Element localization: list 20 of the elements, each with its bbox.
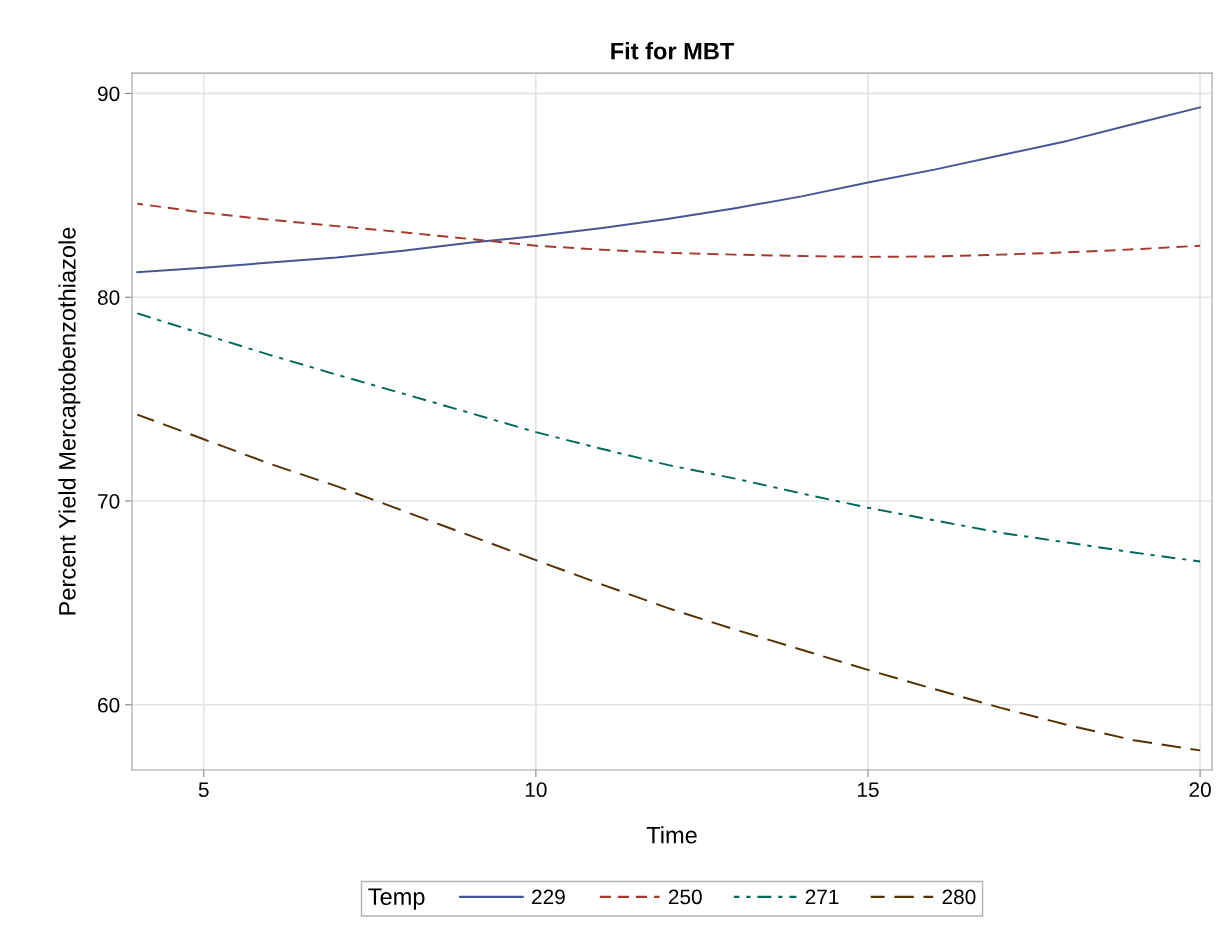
legend-label: 271 — [805, 889, 839, 905]
y-tick-label: 80 — [97, 290, 120, 305]
x-tick-label: 5 — [198, 782, 209, 798]
line-series — [136, 312, 1202, 563]
chart-title: Fit for MBT — [611, 42, 735, 60]
x-tick-label: 20 — [1189, 782, 1211, 798]
y-tick-label: 90 — [98, 86, 120, 102]
legend-label: 250 — [668, 889, 702, 905]
x-tick-label: 15 — [857, 782, 879, 798]
y-tick-label: 70 — [98, 493, 120, 509]
legend-label: 280 — [942, 889, 976, 905]
x-tick-label: 10 — [525, 782, 547, 798]
x-axis-title: Time — [646, 826, 697, 844]
line-series — [136, 106, 1202, 274]
y-tick-label: 60 — [98, 697, 120, 713]
y-axis-title: Percent Yield Mercaptobenzothiazole — [58, 227, 81, 615]
legend-title: Temp — [368, 888, 425, 910]
line-series — [136, 413, 1202, 752]
line-series — [136, 202, 1202, 258]
legend-label: 229 — [532, 889, 565, 905]
